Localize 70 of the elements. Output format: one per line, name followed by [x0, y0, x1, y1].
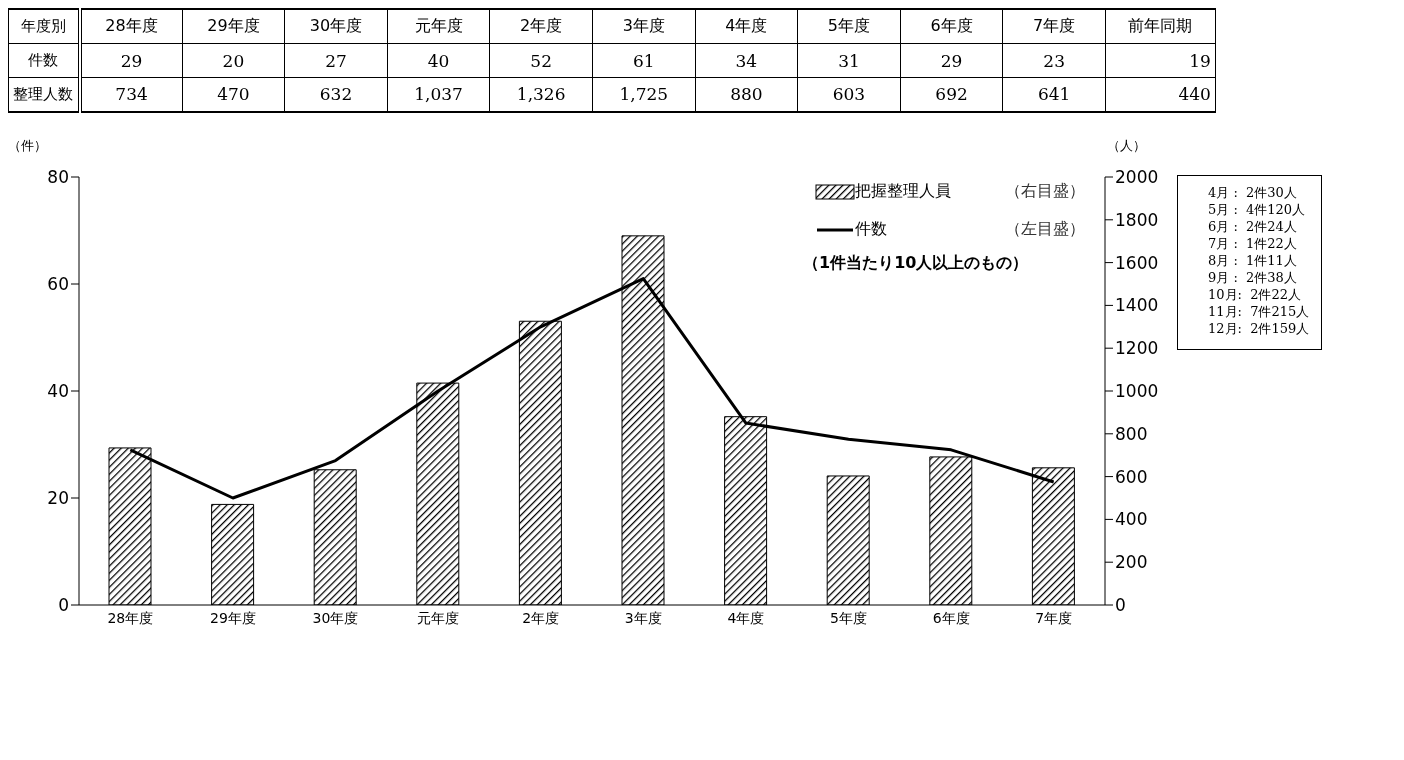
- legend-label: 把握整理人員: [855, 181, 952, 202]
- data-label: 1,725: [592, 77, 696, 112]
- y-tick-label: 80: [47, 166, 69, 187]
- x-tick-label: 29年度: [209, 609, 256, 626]
- annotation: （1件当たり10人以上のもの）: [803, 252, 1030, 274]
- category-label: 5年度: [827, 16, 871, 35]
- y2-tick-label: 200: [1115, 551, 1148, 572]
- data-label: 20: [182, 43, 285, 78]
- y2-axis-title: （人）: [1107, 136, 1146, 155]
- x-tick-label: 5年度: [830, 609, 867, 626]
- y2-tick-label: 1600: [1115, 252, 1159, 273]
- category-label: 6年度: [930, 16, 973, 35]
- category-label: 元年度: [414, 16, 463, 35]
- x-tick-label: 6年度: [932, 609, 970, 626]
- y-axis-title: （件）: [8, 136, 47, 155]
- category-label: 3年度: [622, 16, 665, 35]
- data-label: 52: [489, 43, 593, 78]
- x-tick-label: 2年度: [522, 609, 560, 626]
- x-tick-label: 7年度: [1035, 609, 1073, 626]
- data-label: 29: [79, 43, 183, 78]
- annotation: （左目盛）: [1005, 219, 1085, 240]
- y2-tick-label: 600: [1115, 466, 1148, 487]
- data-label: 40: [387, 43, 490, 78]
- data-label: 603: [797, 77, 901, 112]
- data-label: 27: [284, 43, 388, 78]
- y2-tick-label: 400: [1115, 508, 1148, 529]
- y-tick-label: 20: [47, 487, 69, 508]
- x-tick-label: 28年度: [107, 609, 154, 626]
- text: 件数: [28, 51, 59, 69]
- text: 整理人数: [8, 77, 80, 112]
- data-label: 31: [797, 43, 901, 78]
- callout-box: 4月 : 2件30人 5月 : 4件120人 6月 : 2件24人 7月 : 1件22人 8月 : 1件11人 9月 : 2件38人 10月: 2件22人 11月: 7件215人 12月: 2件159人: [1177, 174, 1323, 350]
- category-label: 4年度: [725, 16, 768, 35]
- y2-tick-label: 800: [1115, 423, 1148, 444]
- x-tick-label: 4年度: [727, 609, 765, 626]
- y2-tick-label: 1000: [1115, 380, 1159, 401]
- text: 440: [1105, 77, 1216, 112]
- data-label: 470: [182, 77, 285, 112]
- data-label: 632: [284, 77, 388, 112]
- data-label: 1,326: [489, 77, 593, 112]
- data-label: 880: [695, 77, 798, 112]
- text: 19: [1105, 43, 1216, 78]
- text: 年度別: [8, 9, 80, 44]
- data-label: 734: [79, 77, 183, 112]
- category-label: 30年度: [309, 16, 363, 35]
- y-tick-label: 60: [47, 273, 69, 294]
- data-label: 23: [1002, 43, 1106, 78]
- y2-tick-label: 1400: [1115, 294, 1159, 315]
- text: 前年同期: [1105, 9, 1216, 44]
- y-tick-label: 0: [58, 594, 69, 615]
- category-label: 29年度: [207, 16, 260, 35]
- y2-tick-label: 0: [1115, 594, 1126, 615]
- x-tick-label: 元年度: [417, 609, 460, 626]
- data-label: 1,037: [387, 77, 490, 112]
- data-label: 641: [1002, 77, 1106, 112]
- category-label: 7年度: [1033, 16, 1076, 35]
- category-label: 2年度: [520, 16, 563, 35]
- category-label: 28年度: [105, 16, 158, 35]
- y-tick-label: 40: [47, 380, 69, 401]
- legend-label: 件数: [855, 219, 888, 240]
- x-tick-label: 30年度: [312, 609, 359, 626]
- y2-tick-label: 1200: [1115, 337, 1159, 358]
- annotation: （右目盛）: [1005, 181, 1085, 202]
- data-label: 34: [695, 43, 798, 78]
- y2-tick-label: 1800: [1115, 209, 1159, 230]
- data-label: 29: [900, 43, 1003, 78]
- data-label: 692: [900, 77, 1003, 112]
- y2-tick-label: 2000: [1115, 166, 1159, 187]
- data-label: 61: [592, 43, 696, 78]
- x-tick-label: 3年度: [624, 609, 662, 626]
